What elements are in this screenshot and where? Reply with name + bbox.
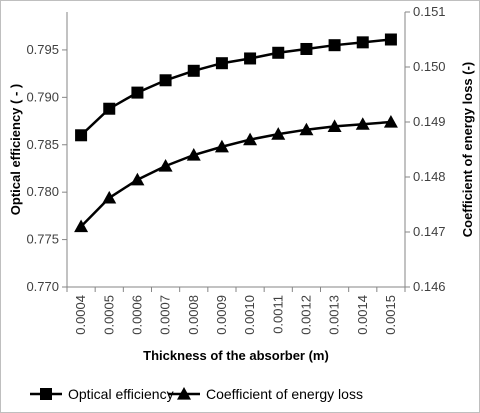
square-marker — [328, 39, 341, 52]
triangle-marker — [383, 115, 398, 128]
square-marker — [187, 64, 200, 77]
triangle-marker — [102, 190, 117, 204]
x-tick-label: 0.0006 — [129, 295, 144, 335]
series-energy-loss — [74, 115, 398, 233]
y-left-tick-label: 0.785 — [26, 137, 59, 152]
y-right-tick-label: 0.151 — [413, 4, 446, 19]
legend-item: Optical efficiency — [30, 386, 174, 402]
x-tick-label: 0.0011 — [270, 295, 285, 334]
x-tick-label: 0.0007 — [158, 295, 173, 335]
triangle-marker — [214, 139, 229, 153]
tick-labels: 0.770 0.775 0.780 0.785 0.790 0.795 0.146 0.147… — [26, 4, 445, 335]
series-optical-efficiency — [75, 33, 397, 142]
y-right-tick-label: 0.147 — [413, 224, 446, 239]
triangle-marker — [355, 117, 370, 130]
triangle-marker — [158, 159, 173, 172]
triangle-marker — [130, 172, 145, 186]
series-line — [80, 120, 392, 228]
triangle-marker — [327, 119, 342, 132]
legend-label: Optical efficiency — [68, 386, 174, 402]
x-tick-label: 0.0004 — [73, 295, 88, 335]
x-tick-label: 0.0014 — [355, 295, 370, 335]
square-marker — [75, 129, 88, 142]
triangle-marker — [299, 122, 314, 136]
x-tick-label: 0.0015 — [383, 295, 398, 335]
legend-label: Coefficient of energy loss — [206, 386, 363, 402]
square-marker — [272, 46, 285, 59]
y-right-tick-label: 0.148 — [413, 169, 446, 184]
square-marker — [131, 86, 144, 99]
y-left-tick-label: 0.795 — [26, 42, 59, 57]
triangle-marker — [271, 127, 286, 140]
legend: Optical efficiency Coefficient of energy … — [30, 386, 363, 402]
x-tick-label: 0.0008 — [186, 295, 201, 335]
square-marker — [244, 52, 257, 65]
x-tick-label: 0.0005 — [101, 295, 116, 335]
x-tick-label: 0.0013 — [327, 295, 342, 335]
y-left-tick-label: 0.770 — [26, 279, 59, 294]
y-right-tick-label: 0.146 — [413, 279, 446, 294]
series-group — [74, 33, 398, 233]
square-marker — [159, 74, 172, 87]
y-left-tick-label: 0.790 — [26, 89, 59, 104]
legend-item: Coefficient of energy loss — [168, 386, 363, 402]
x-axis-title: Thickness of the absorber (m) — [143, 348, 329, 363]
triangle-marker — [243, 132, 258, 146]
square-marker — [300, 42, 313, 55]
y-right-tick-label: 0.149 — [413, 114, 446, 129]
x-tick-label: 0.0010 — [242, 295, 257, 335]
triangle-marker — [74, 219, 89, 233]
square-marker — [384, 33, 397, 46]
y-right-tick-label: 0.150 — [413, 59, 446, 74]
y-axis-left-title: Optical efficiency ( - ) — [8, 84, 23, 215]
square-marker — [215, 57, 228, 70]
x-tick-label: 0.0012 — [298, 295, 313, 335]
y-axis-right-title: Coefficient of energy loss (-) — [460, 62, 475, 238]
axes — [62, 11, 410, 292]
y-left-tick-label: 0.775 — [26, 232, 59, 247]
legend-square-marker — [40, 388, 52, 400]
square-marker — [103, 102, 116, 115]
triangle-marker — [186, 148, 201, 161]
series-line — [80, 38, 392, 137]
x-tick-label: 0.0009 — [214, 295, 229, 335]
y-left-tick-label: 0.780 — [26, 184, 59, 199]
legend-triangle-marker — [177, 387, 191, 400]
square-marker — [356, 36, 369, 49]
